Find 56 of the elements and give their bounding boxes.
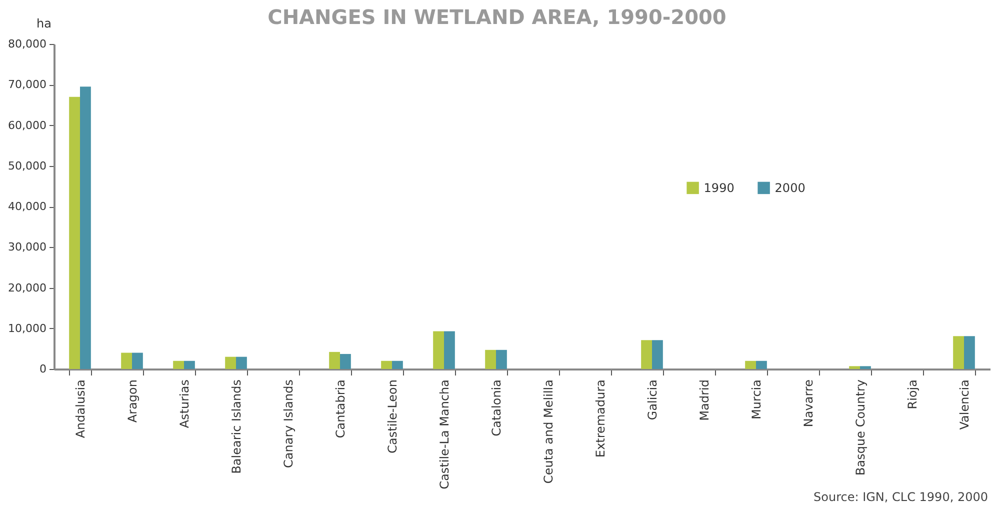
- y-tick-label: 20,000: [8, 281, 46, 294]
- bar: [392, 360, 403, 369]
- bar: [849, 366, 860, 369]
- bar: [641, 340, 652, 369]
- x-tick-label: Navarre: [802, 380, 816, 428]
- x-tick-label: Aragon: [126, 380, 140, 423]
- x-tick-label: Castile-La Mancha: [438, 380, 452, 490]
- bar: [652, 340, 663, 369]
- bar: [340, 354, 351, 369]
- bar: [964, 336, 975, 369]
- y-tick-label: 70,000: [8, 78, 46, 92]
- y-tick-label: 50,000: [8, 159, 46, 172]
- bar: [745, 360, 756, 369]
- x-tick-label: Galicia: [646, 380, 660, 420]
- x-tick-label: Madrid: [698, 380, 712, 421]
- bar: [485, 350, 496, 369]
- bar: [80, 86, 91, 369]
- legend-label: 1990: [704, 180, 734, 195]
- x-tick-label: Rioja: [906, 380, 920, 410]
- bar: [121, 352, 132, 369]
- bar: [184, 360, 195, 369]
- y-tick-label: 0: [40, 362, 46, 376]
- bar: [756, 360, 767, 369]
- x-tick-label: Canary Islands: [282, 380, 296, 468]
- y-axis-title: ha: [36, 16, 52, 30]
- bar: [236, 356, 247, 369]
- y-tick-label: 30,000: [8, 240, 46, 254]
- x-tick-label: Valencia: [958, 380, 972, 430]
- chart-title: CHANGES IN WETLAND AREA, 1990-2000: [268, 5, 726, 29]
- legend-label: 2000: [774, 180, 806, 195]
- bar: [444, 331, 455, 369]
- x-tick-label: Basque Country: [854, 380, 868, 476]
- bar: [329, 352, 340, 369]
- bar: [860, 366, 871, 369]
- bar: [496, 350, 507, 369]
- y-tick-label: 60,000: [8, 118, 46, 132]
- x-tick-label: Extremadura: [594, 380, 608, 458]
- x-tick-label: Cantabria: [334, 380, 348, 438]
- bar: [953, 336, 964, 369]
- bar: [225, 356, 236, 369]
- bar: [381, 360, 392, 369]
- x-tick-label: Balearic Islands: [230, 380, 244, 474]
- bar: [433, 331, 444, 369]
- y-tick-label: 10,000: [8, 322, 46, 335]
- y-tick-label: 40,000: [8, 200, 46, 213]
- bar: [69, 96, 80, 369]
- x-tick-label: Ceuta and Melilla: [542, 380, 556, 484]
- y-tick-label: 80,000: [8, 38, 46, 50]
- bar: [173, 360, 184, 369]
- x-tick-label: Asturias: [178, 380, 192, 428]
- source-note: Source: IGN, CLC 1990, 2000: [814, 490, 988, 504]
- x-tick-label: Andalusia: [74, 380, 88, 438]
- x-tick-label: Castile-Leon: [386, 380, 400, 454]
- x-tick-label: Murcia: [750, 380, 764, 420]
- bar: [132, 352, 143, 369]
- x-tick-label: Catalonia: [490, 380, 504, 436]
